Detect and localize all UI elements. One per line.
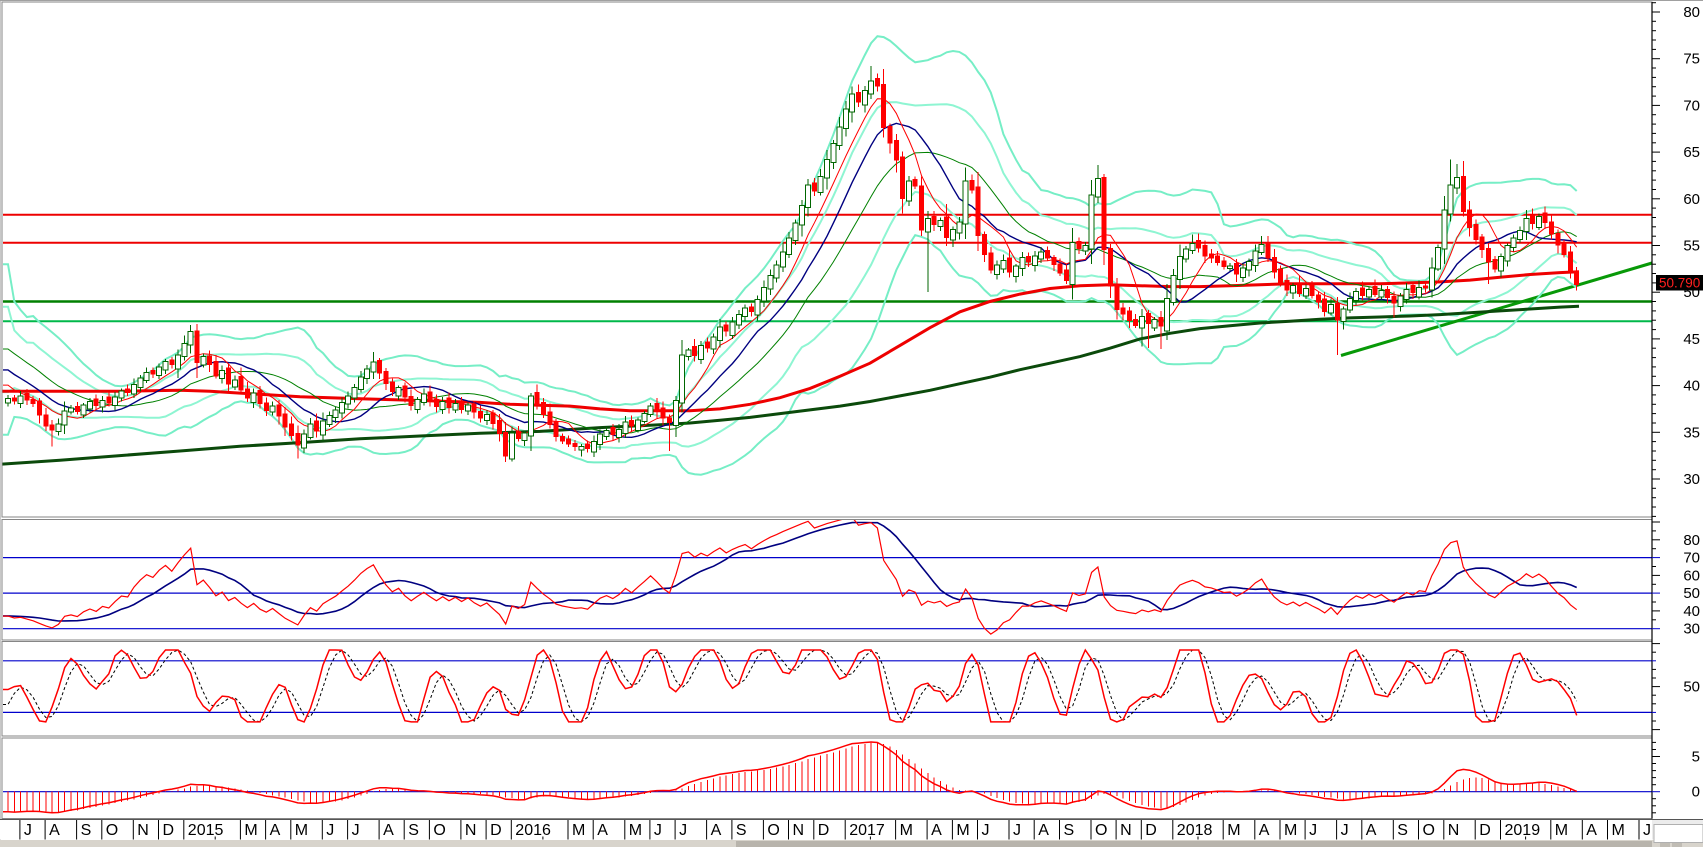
svg-text:A: A (1259, 822, 1270, 839)
svg-text:A: A (1366, 822, 1377, 839)
svg-text:J: J (1013, 822, 1021, 839)
svg-text:M: M (900, 822, 913, 839)
svg-text:2017: 2017 (849, 822, 885, 839)
svg-text:A: A (1586, 822, 1597, 839)
svg-text:M: M (1284, 822, 1297, 839)
svg-text:75: 75 (1683, 51, 1700, 68)
svg-text:70: 70 (1683, 550, 1700, 567)
svg-text:M: M (1227, 822, 1240, 839)
svg-text:A: A (931, 822, 942, 839)
svg-text:A: A (1038, 822, 1049, 839)
svg-text:30: 30 (1683, 471, 1700, 488)
svg-text:J: J (654, 822, 662, 839)
svg-text:2016: 2016 (515, 822, 551, 839)
svg-text:70: 70 (1683, 97, 1700, 114)
svg-text:N: N (1448, 822, 1460, 839)
svg-text:M: M (572, 822, 585, 839)
svg-text:60: 60 (1683, 567, 1700, 584)
svg-text:M: M (1555, 822, 1568, 839)
svg-text:M: M (295, 822, 308, 839)
svg-text:A: A (270, 822, 281, 839)
svg-text:35: 35 (1683, 424, 1700, 441)
svg-text:S: S (1064, 822, 1075, 839)
svg-text:80: 80 (1683, 532, 1700, 549)
svg-text:50.790: 50.790 (1659, 276, 1700, 291)
svg-text:M: M (956, 822, 969, 839)
svg-text:45: 45 (1683, 331, 1700, 348)
svg-text:N: N (137, 822, 149, 839)
svg-text:S: S (81, 822, 92, 839)
svg-text:S: S (736, 822, 747, 839)
svg-text:N: N (1120, 822, 1132, 839)
svg-text:A: A (383, 822, 394, 839)
svg-text:O: O (1095, 822, 1107, 839)
svg-text:J: J (24, 822, 32, 839)
svg-text:65: 65 (1683, 144, 1700, 161)
svg-text:2015: 2015 (188, 822, 224, 839)
svg-text:55: 55 (1683, 238, 1700, 255)
svg-text:O: O (767, 822, 779, 839)
svg-text:O: O (433, 822, 445, 839)
svg-text:50: 50 (1683, 679, 1700, 696)
svg-text:D: D (1479, 822, 1491, 839)
svg-text:30: 30 (1683, 621, 1700, 638)
svg-text:A: A (597, 822, 608, 839)
svg-text:A: A (711, 822, 722, 839)
svg-text:J: J (982, 822, 990, 839)
svg-text:5: 5 (1692, 749, 1700, 766)
svg-text:N: N (465, 822, 477, 839)
svg-text:S: S (408, 822, 419, 839)
svg-text:0: 0 (1692, 784, 1700, 801)
svg-text:40: 40 (1683, 378, 1700, 395)
svg-text:2019: 2019 (1505, 822, 1541, 839)
svg-text:2018: 2018 (1177, 822, 1213, 839)
svg-text:J: J (1341, 822, 1349, 839)
svg-text:40: 40 (1683, 603, 1700, 620)
svg-text:J: J (326, 822, 334, 839)
svg-text:D: D (163, 822, 175, 839)
svg-text:80: 80 (1683, 4, 1700, 21)
svg-text:J: J (352, 822, 360, 839)
svg-text:D: D (490, 822, 502, 839)
svg-text:D: D (1145, 822, 1157, 839)
svg-text:J: J (1643, 822, 1651, 839)
svg-text:J: J (679, 822, 687, 839)
svg-text:N: N (793, 822, 805, 839)
svg-text:M: M (629, 822, 642, 839)
svg-text:D: D (818, 822, 830, 839)
svg-text:60: 60 (1683, 191, 1700, 208)
svg-text:J: J (1309, 822, 1317, 839)
svg-text:O: O (106, 822, 118, 839)
svg-text:S: S (1397, 822, 1408, 839)
svg-text:O: O (1423, 822, 1435, 839)
svg-text:M: M (244, 822, 257, 839)
svg-text:M: M (1612, 822, 1625, 839)
svg-text:A: A (49, 822, 60, 839)
svg-text:50: 50 (1683, 585, 1700, 602)
